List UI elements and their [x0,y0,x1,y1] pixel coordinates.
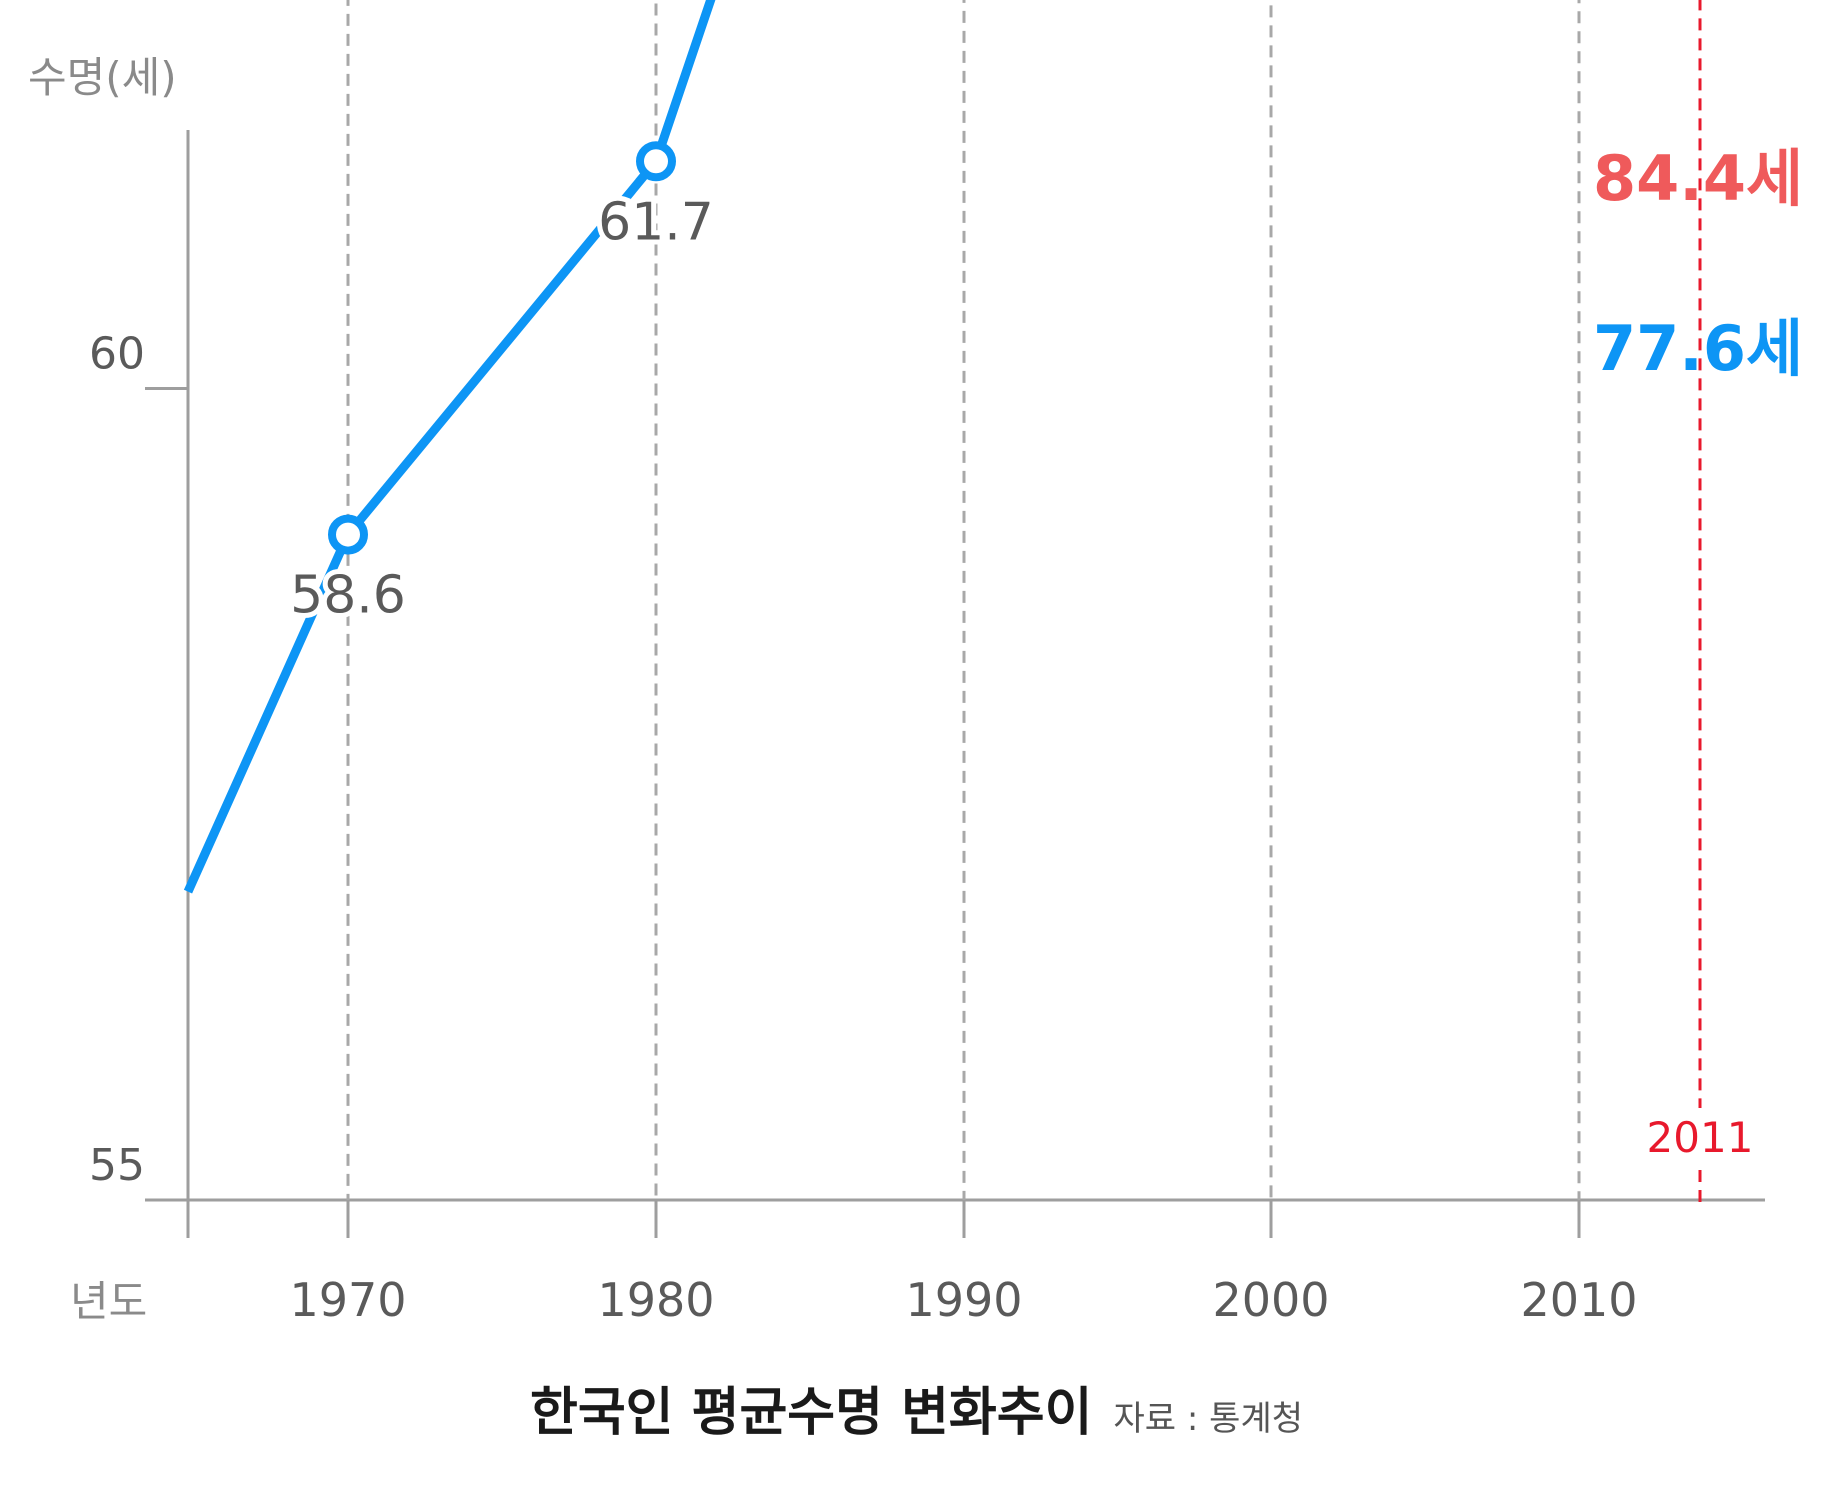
y-tick-label: 60 [89,329,145,380]
red-end-label: 84.4세 [1593,142,1803,215]
x-tick-label: 1990 [905,1273,1022,1327]
blue-series-line [183,0,716,894]
blue-data-point [328,514,368,555]
blue-data-point [636,141,676,182]
x-tick-label: 1970 [289,1273,406,1327]
x-tick-label: 2010 [1520,1273,1637,1327]
blue-value-label: 61.7 [598,192,714,252]
chart-title: 한국인 평균수명 변화추이 [529,1383,1093,1443]
x-tick-label: 1980 [597,1273,714,1327]
chart-source: 자료 : 통계청 [1113,1399,1304,1439]
highlight-year-label: 2011 [1647,1113,1754,1162]
chart-title-row: 한국인 평균수명 변화추이 자료 : 통계청 [0,1370,1833,1445]
y-tick-label: 55 [89,1140,145,1191]
x-tick-label: 2000 [1212,1273,1329,1327]
x-axis-label: 년도 [70,1277,147,1326]
blue-end-label: 77.6세 [1593,312,1803,385]
y-axis-label: 수명(세) [28,53,177,102]
blue-value-label: 58.6 [290,566,406,626]
